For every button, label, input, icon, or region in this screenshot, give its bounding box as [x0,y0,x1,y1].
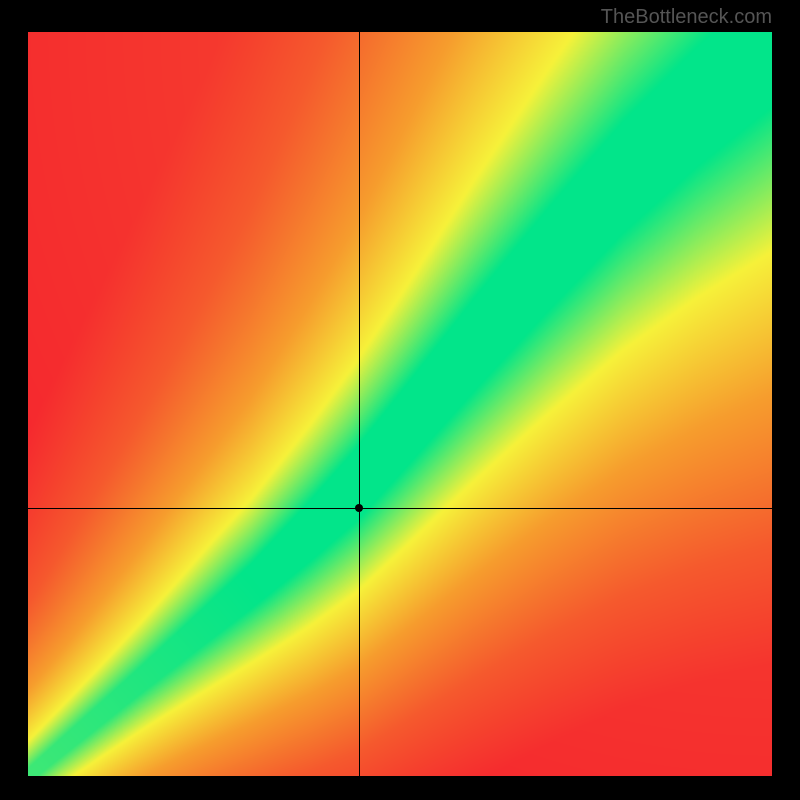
crosshair-vertical [359,32,360,776]
heatmap-canvas [28,32,772,776]
heatmap-plot [28,32,772,776]
marker-dot [355,504,363,512]
watermark-text: TheBottleneck.com [601,6,772,29]
crosshair-horizontal [28,508,772,509]
